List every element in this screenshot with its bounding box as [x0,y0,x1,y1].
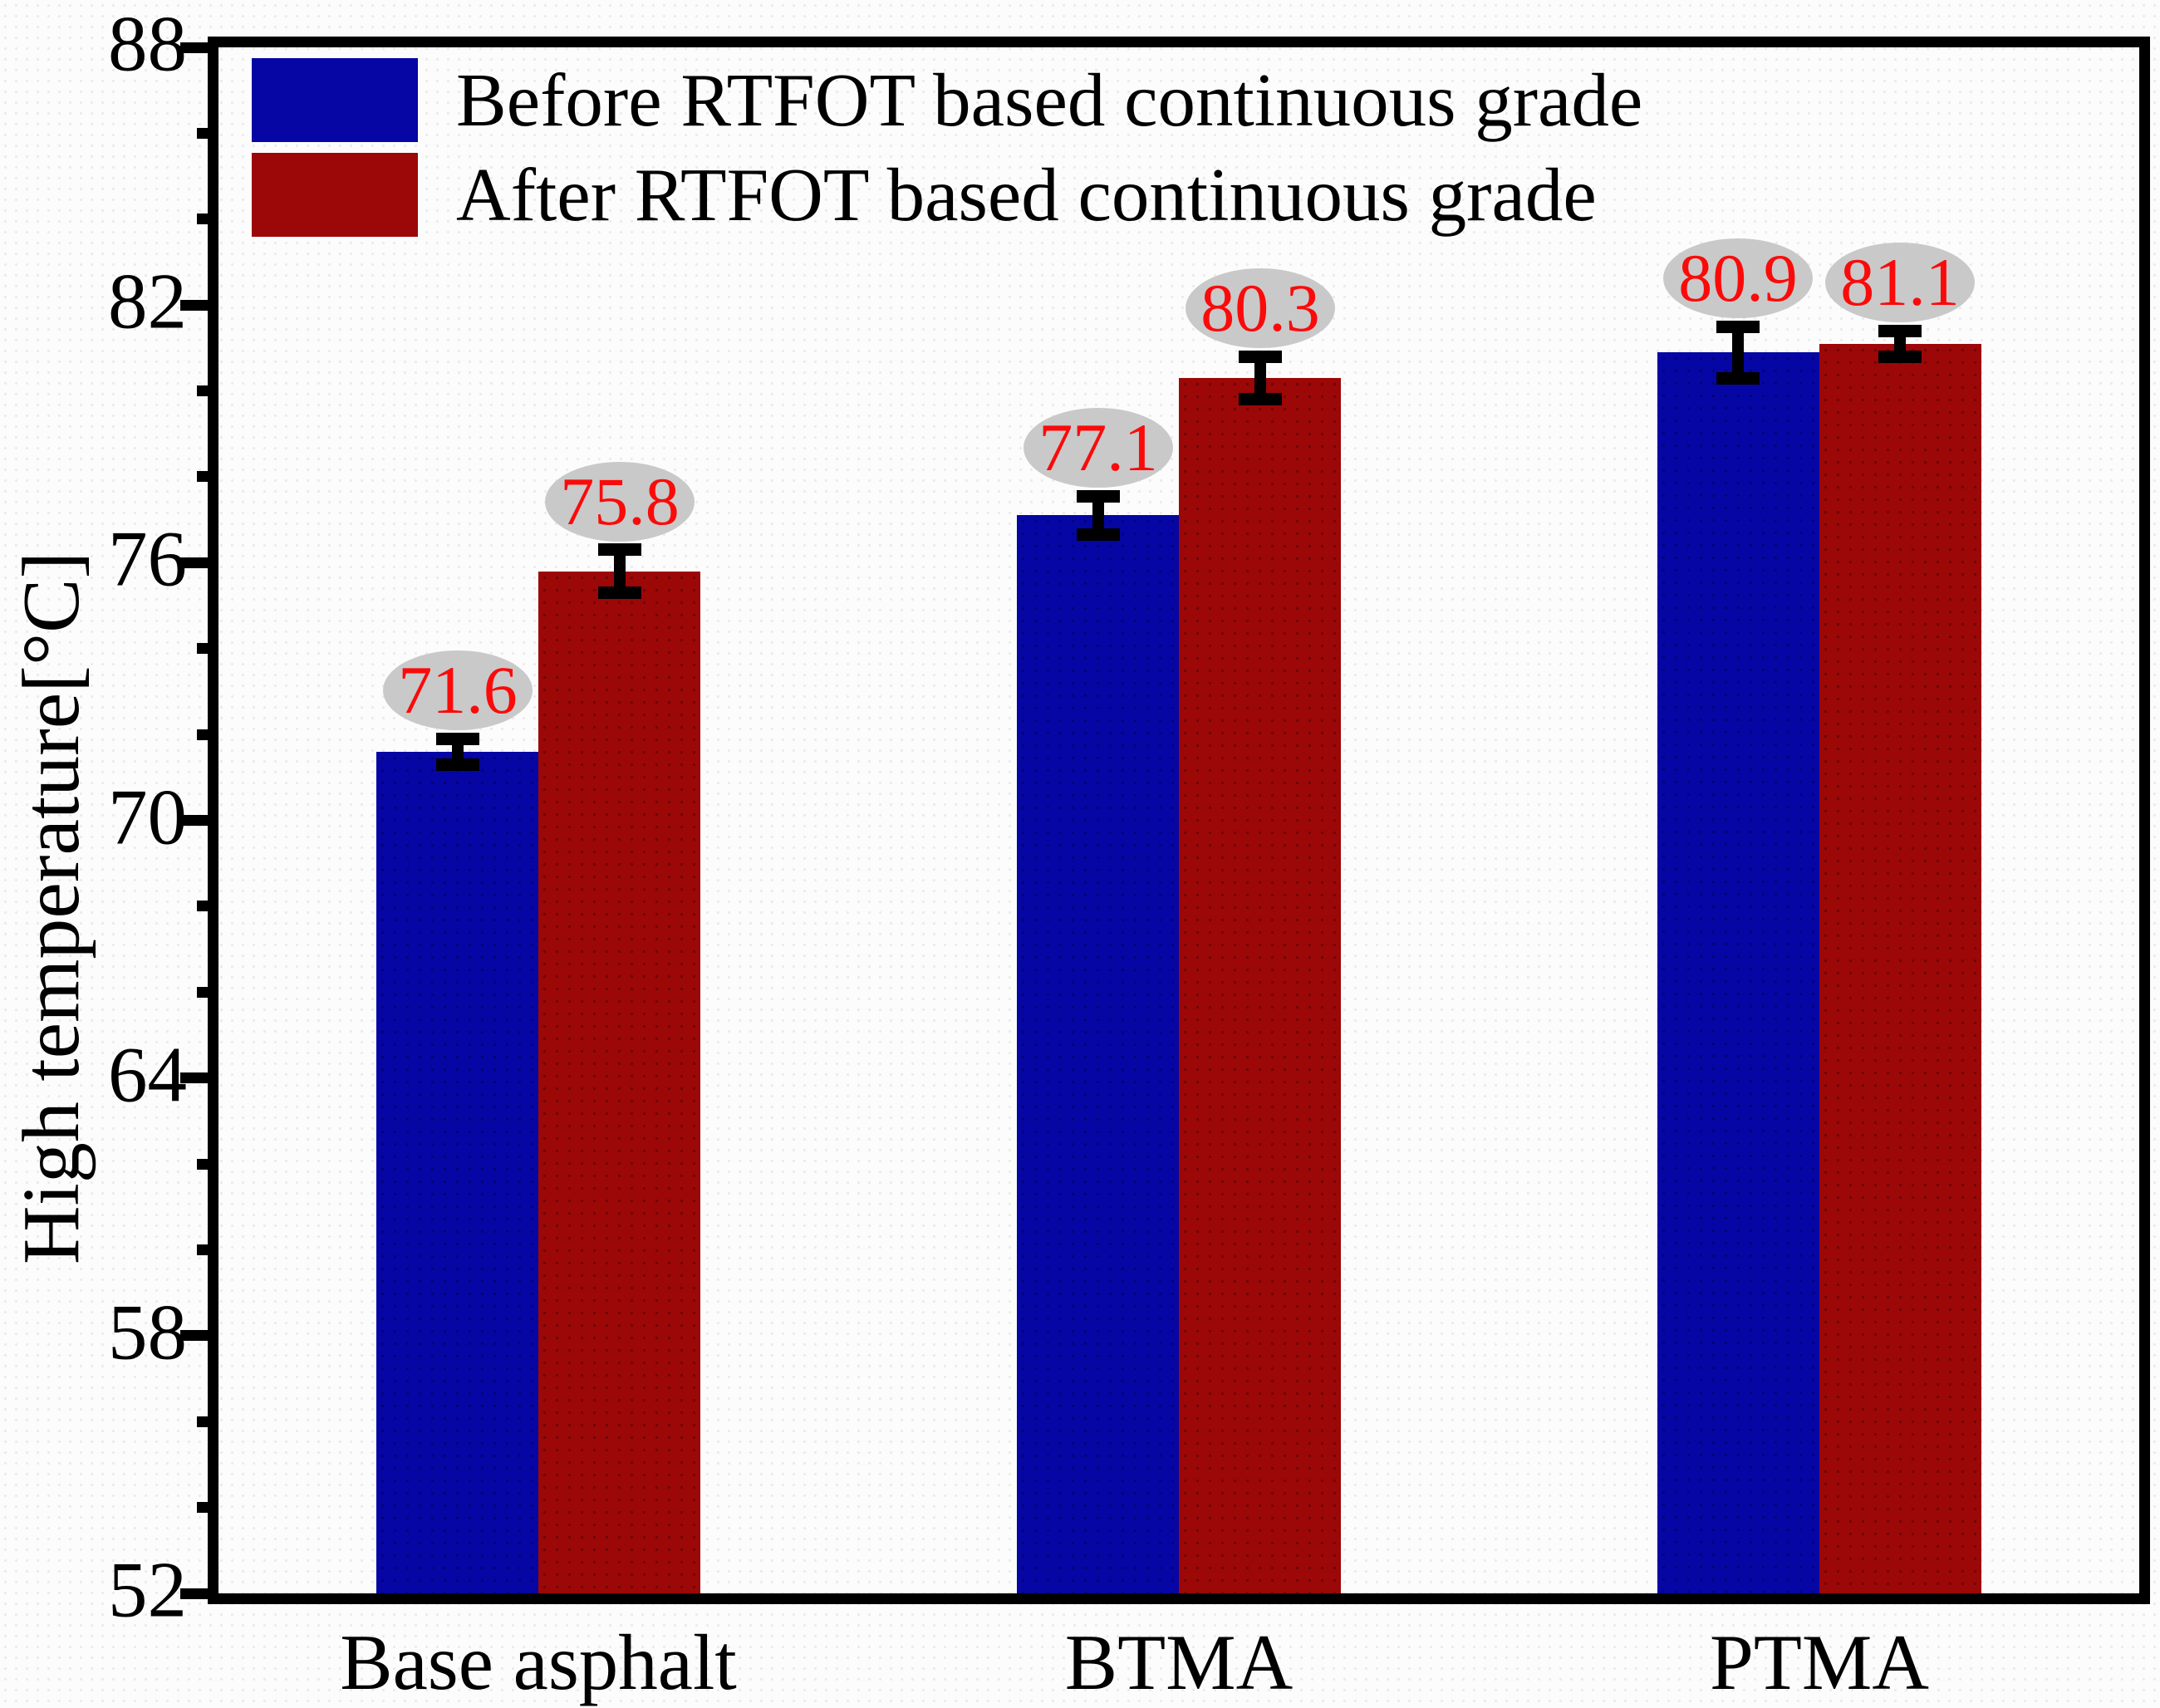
legend-item-1: After RTFOT based continuous grade [252,153,1642,237]
error-bar-cap-bottom [1239,393,1282,405]
bar-btma-series-0 [1017,515,1179,1593]
y-major-tick [180,42,218,53]
legend-swatch-icon [252,153,418,237]
y-minor-tick [197,987,218,998]
error-bar-cap-bottom [1716,372,1760,385]
y-minor-tick [197,385,218,396]
error-bar-cap-bottom [1077,528,1120,541]
x-tick-label-btma: BTMA [1064,1618,1294,1706]
value-label-bubble: 75.8 [545,462,695,542]
y-tick-label: 76 [108,514,187,603]
error-bar-cap-bottom [1878,351,1922,363]
bar-base-asphalt-series-1 [538,572,700,1593]
y-major-tick [180,300,218,311]
error-bar-stem [1092,496,1104,535]
y-minor-tick [197,729,218,740]
value-label-bubble: 81.1 [1825,243,1975,322]
y-minor-tick [197,1159,218,1170]
x-tick-label-base-asphalt: Base asphalt [340,1618,737,1706]
error-bar-stem [614,550,626,593]
error-bar-cap-top [1239,351,1282,363]
value-label-bubble: 80.3 [1186,268,1335,348]
bar-btma-series-1 [1179,378,1341,1593]
y-tick-label: 70 [108,773,187,861]
y-tick-label: 82 [108,257,187,346]
bar-base-asphalt-series-0 [376,752,538,1593]
legend-label: Before RTFOT based continuous grade [456,58,1643,142]
x-tick-label-ptma: PTMA [1710,1618,1929,1706]
legend-item-0: Before RTFOT based continuous grade [252,58,1642,142]
bar-ptma-series-1 [1819,344,1981,1593]
y-tick-label: 88 [108,0,187,88]
y-minor-tick [197,214,218,224]
error-bar-cap-top [436,733,479,745]
error-bar-cap-top [1077,490,1120,503]
y-tick-label: 64 [108,1030,187,1119]
y-tick-label: 58 [108,1288,187,1377]
error-bar-cap-bottom [598,587,641,599]
error-bar-stem [1254,356,1266,400]
y-axis-title: High temperature[°C] [7,551,96,1265]
error-bar-cap-bottom [436,758,479,771]
y-minor-tick [197,1244,218,1255]
error-bar-cap-top [1878,325,1922,337]
y-tick-label: 52 [108,1545,187,1634]
y-major-tick [180,557,218,568]
y-major-tick [180,1072,218,1083]
error-bar-cap-top [1716,321,1760,333]
y-minor-tick [197,471,218,482]
error-bar-stem [1732,326,1744,378]
y-minor-tick [197,643,218,654]
y-major-tick [180,1330,218,1341]
y-major-tick [180,1588,218,1599]
y-minor-tick [197,901,218,911]
bar-ptma-series-0 [1657,352,1819,1593]
value-label-bubble: 71.6 [383,650,533,730]
legend-label: After RTFOT based continuous grade [456,153,1597,237]
value-label-bubble: 80.9 [1663,238,1813,318]
error-bar-cap-top [598,543,641,556]
value-label-bubble: 77.1 [1024,408,1173,488]
legend: Before RTFOT based continuous grade After… [252,58,1642,248]
y-minor-tick [197,1502,218,1513]
legend-swatch-icon [252,58,418,142]
y-minor-tick [197,128,218,139]
y-minor-tick [197,1416,218,1427]
y-major-tick [180,815,218,826]
